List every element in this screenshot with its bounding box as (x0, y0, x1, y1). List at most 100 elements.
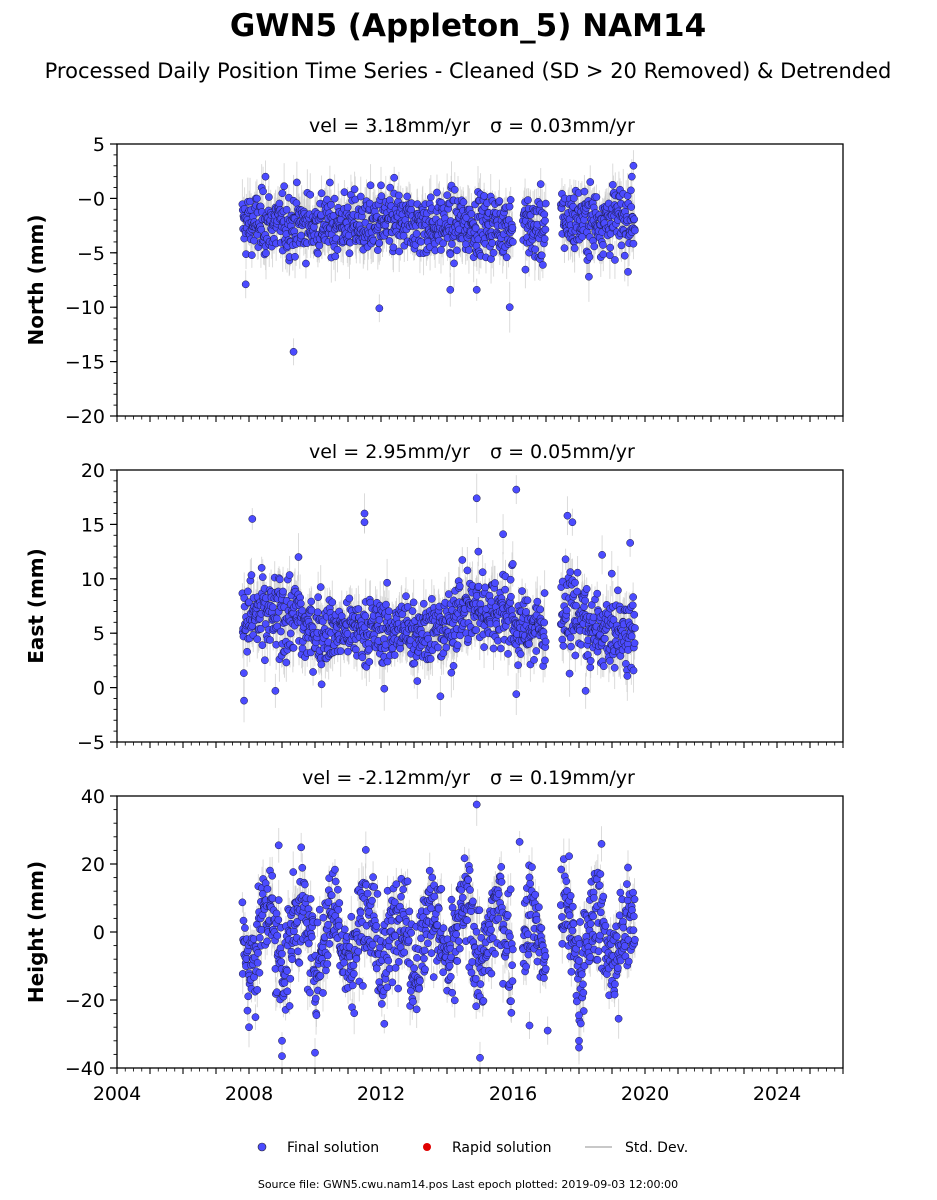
final-solution-point (385, 237, 394, 245)
final-solution-point (505, 303, 514, 312)
final-solution-point (328, 598, 337, 607)
final-solution-point (592, 193, 601, 201)
final-solution-point (278, 189, 287, 198)
final-solution-point (442, 643, 451, 652)
final-solution-point (624, 268, 632, 276)
final-solution-point (266, 636, 274, 644)
north-panel: 5 −0 −5 −10 −15 −20 vel = 3.18mm/yr σ = 0.03mm/… (24, 115, 844, 428)
final-solution-point (269, 603, 277, 612)
final-solution-point (443, 191, 451, 200)
final-solution-point (326, 178, 334, 187)
final-solution-point (608, 180, 617, 189)
final-solution-point (573, 587, 582, 596)
final-solution-point (253, 194, 261, 203)
final-solution-point (437, 246, 445, 254)
final-solution-point (293, 178, 301, 187)
final-solution-point (259, 187, 267, 196)
y-axis-label: East (mm) (24, 548, 48, 664)
final-solution-point (450, 259, 458, 268)
final-solution-point (317, 660, 326, 669)
final-solution-point (447, 668, 456, 677)
final-solution-point (630, 639, 639, 648)
final-solution-point (480, 643, 488, 651)
final-solution-point (446, 250, 455, 258)
final-solution-point (444, 590, 453, 598)
final-solution-point (257, 563, 266, 572)
final-solution-point (571, 651, 580, 660)
final-solution-point (585, 272, 593, 281)
final-solution-point (361, 612, 370, 620)
final-solution-point (240, 669, 248, 677)
final-solution-point (607, 569, 616, 578)
final-solution-point (559, 642, 568, 650)
final-solution-point (356, 192, 365, 201)
final-solution-point (261, 656, 269, 665)
final-solution-point (243, 587, 252, 596)
final-solution-point (395, 191, 403, 200)
final-solution-point (258, 573, 267, 581)
final-solution-point (282, 658, 291, 667)
final-solution-point (508, 223, 517, 232)
final-solution-point (481, 583, 490, 592)
final-solution-point (350, 185, 359, 194)
final-solution-point (629, 666, 638, 675)
final-solution-point (570, 244, 579, 253)
east-panel: 20 15 10 5 0 −5 vel = 2.95mm/yr σ = 0.05mm/yr Ea… (24, 441, 844, 754)
final-solution-point (412, 229, 421, 238)
final-solution-point (531, 245, 540, 254)
final-solution-point (463, 566, 472, 575)
final-solution-point (471, 224, 480, 233)
final-solution-point (453, 246, 461, 255)
final-solution-point (626, 539, 635, 547)
final-solution-point (302, 259, 310, 268)
final-solution-point (248, 515, 257, 523)
final-solution-point (383, 578, 391, 587)
final-solution-point (523, 596, 532, 605)
final-solution-point (522, 608, 530, 616)
final-solution-point (617, 241, 626, 250)
final-solution-point (631, 624, 639, 632)
final-solution-point (271, 687, 280, 695)
final-solution-point (631, 226, 639, 235)
final-solution-point (413, 677, 422, 685)
final-solution-point (572, 601, 580, 610)
final-solution-point (590, 242, 599, 251)
final-solution-point (289, 644, 298, 652)
final-solution-point (316, 583, 325, 591)
final-solution-point (472, 494, 481, 503)
final-solution-point (536, 180, 545, 188)
final-solution-point (377, 192, 386, 200)
final-solution-points (238, 485, 639, 705)
final-solution-point (541, 656, 549, 665)
y-axis-label: North (mm) (24, 214, 48, 345)
final-solution-point (581, 687, 590, 695)
final-solution-point (277, 627, 285, 636)
final-solution-point (289, 347, 298, 356)
final-solution-point (627, 172, 636, 181)
final-solution-point (489, 644, 498, 653)
final-solution-point (478, 568, 487, 577)
final-solution-point (317, 680, 326, 689)
final-solution-point (530, 656, 538, 664)
final-solution-point (336, 647, 345, 655)
final-solution-point (516, 650, 525, 658)
final-solution-point (385, 607, 393, 615)
final-solution-point (558, 635, 567, 644)
final-solution-point (257, 625, 265, 633)
final-solution-point (586, 656, 595, 665)
final-solution-point (540, 235, 549, 243)
final-solution-point (614, 586, 622, 595)
final-solution-point (540, 618, 549, 627)
final-solution-point (599, 241, 607, 249)
final-solution-point (518, 587, 526, 595)
final-solution-point (563, 511, 572, 520)
final-solution-point (340, 188, 349, 197)
final-solution-point (446, 285, 455, 294)
final-solution-point (630, 215, 639, 224)
final-solution-point (419, 599, 428, 608)
final-solution-points (238, 161, 639, 356)
final-solution-point (606, 251, 614, 260)
final-solution-point (507, 592, 515, 601)
final-solution-point (599, 662, 608, 671)
final-solution-point (434, 643, 442, 652)
